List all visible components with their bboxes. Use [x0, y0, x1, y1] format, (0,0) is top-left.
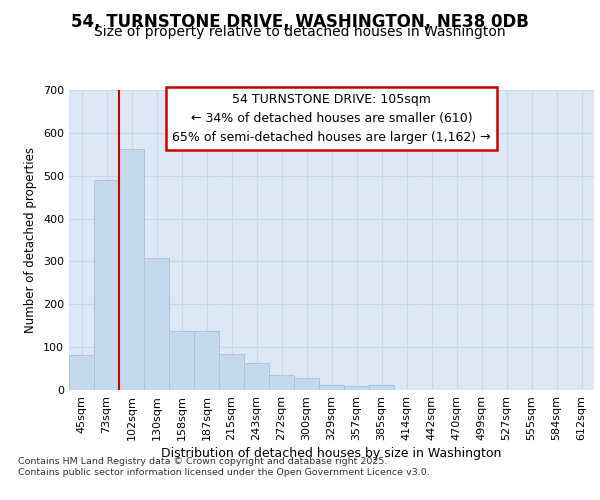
- Bar: [319, 385, 344, 390]
- Bar: [244, 363, 269, 390]
- Bar: [369, 386, 394, 390]
- Bar: [144, 258, 169, 390]
- Bar: [94, 180, 119, 390]
- Y-axis label: Number of detached properties: Number of detached properties: [25, 147, 37, 333]
- Bar: [169, 331, 194, 390]
- Bar: [69, 355, 94, 390]
- Text: Contains HM Land Registry data © Crown copyright and database right 2025.
Contai: Contains HM Land Registry data © Crown c…: [18, 458, 430, 477]
- Text: Size of property relative to detached houses in Washington: Size of property relative to detached ho…: [94, 25, 506, 39]
- Bar: [294, 378, 319, 390]
- X-axis label: Distribution of detached houses by size in Washington: Distribution of detached houses by size …: [161, 447, 502, 460]
- Bar: [119, 149, 144, 390]
- Text: 54 TURNSTONE DRIVE: 105sqm
← 34% of detached houses are smaller (610)
65% of sem: 54 TURNSTONE DRIVE: 105sqm ← 34% of deta…: [172, 93, 491, 144]
- Text: 54, TURNSTONE DRIVE, WASHINGTON, NE38 0DB: 54, TURNSTONE DRIVE, WASHINGTON, NE38 0D…: [71, 12, 529, 30]
- Bar: [269, 375, 294, 390]
- Bar: [194, 331, 219, 390]
- Bar: [219, 354, 244, 390]
- Bar: [344, 386, 369, 390]
